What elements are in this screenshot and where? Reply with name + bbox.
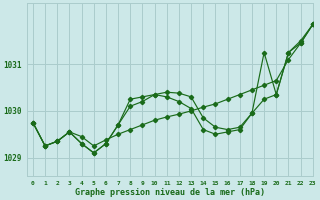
X-axis label: Graphe pression niveau de la mer (hPa): Graphe pression niveau de la mer (hPa) (75, 188, 265, 197)
